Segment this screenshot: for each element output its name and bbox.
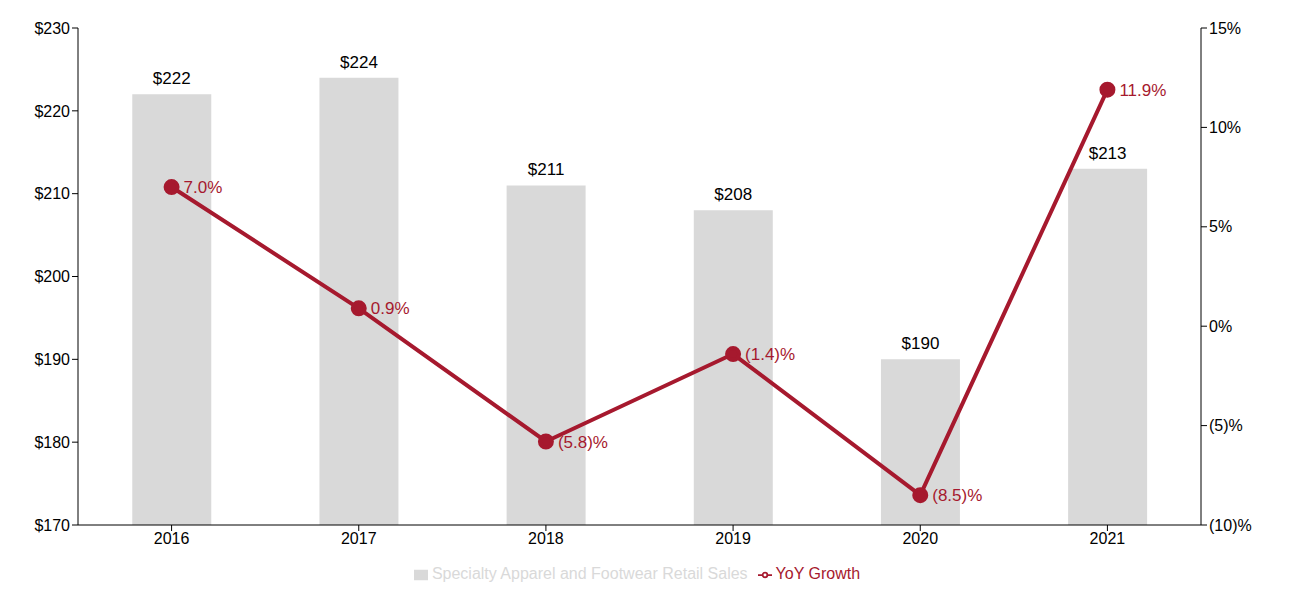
html-text:YoY Growth: YoY Growth: [775, 565, 861, 582]
svg-text:(1.4)%: (1.4)%: [745, 345, 795, 364]
svg-text:$211: $211: [528, 160, 565, 179]
svg-text:7.0%: 7.0%: [184, 178, 223, 197]
svg-text:(5)%: (5)%: [1209, 417, 1243, 434]
svg-text:$224: $224: [340, 53, 378, 72]
svg-text:11.9%: 11.9%: [1119, 81, 1166, 100]
svg-text:2019: 2019: [715, 530, 751, 547]
svg-text:0%: 0%: [1209, 318, 1232, 335]
svg-text:$190: $190: [34, 351, 70, 368]
svg-text:2018: 2018: [528, 530, 564, 547]
svg-text:$180: $180: [34, 434, 70, 451]
svg-text:(8.5)%: (8.5)%: [932, 486, 982, 505]
svg-text:$190: $190: [902, 334, 940, 353]
svg-text:0.9%: 0.9%: [371, 299, 410, 318]
svg-text:$210: $210: [34, 185, 70, 202]
svg-text:10%: 10%: [1209, 119, 1241, 136]
svg-text:$170: $170: [34, 517, 70, 534]
svg-text:5%: 5%: [1209, 218, 1232, 235]
svg-text:$208: $208: [714, 185, 752, 204]
svg-text:2016: 2016: [154, 530, 190, 547]
svg-text:(10)%: (10)%: [1209, 517, 1252, 534]
svg-text:$213: $213: [1089, 144, 1127, 163]
svg-text:(5.8)%: (5.8)%: [558, 433, 608, 452]
svg-text:$230: $230: [34, 20, 70, 37]
html-text:Specialty Apparel and Footwear: Specialty Apparel and Footwear Retail Sa…: [431, 565, 748, 582]
svg-text:$222: $222: [153, 69, 191, 88]
svg-text:$200: $200: [34, 268, 70, 285]
svg-text:2017: 2017: [341, 530, 377, 547]
svg-text:2020: 2020: [902, 530, 938, 547]
svg-text:15%: 15%: [1209, 20, 1241, 37]
svg-text:2021: 2021: [1090, 530, 1126, 547]
svg-text:$220: $220: [34, 103, 70, 120]
